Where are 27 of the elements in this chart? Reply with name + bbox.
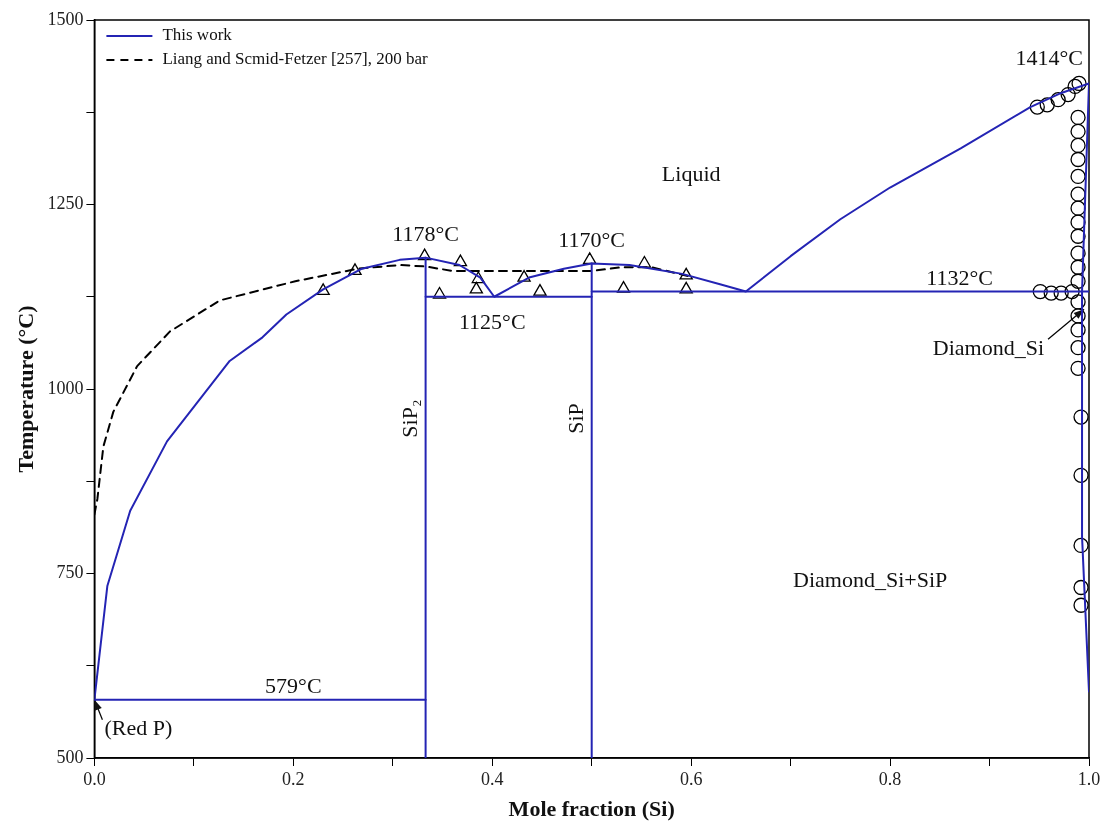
x-tick-label: 1.0	[1077, 768, 1101, 789]
y-tick-label: 1000	[47, 377, 84, 398]
annotation: Diamond_Si	[932, 335, 1045, 361]
y-tick-label: 1500	[47, 8, 84, 29]
x-tick-label: 0.6	[679, 768, 703, 789]
legend-label: This work	[162, 25, 233, 45]
x-tick-label: 0.2	[282, 768, 305, 789]
x-tick-label: 0.4	[480, 768, 504, 789]
annotation: 1132°C	[926, 265, 994, 291]
annotation: SiP₂	[397, 399, 423, 438]
annotation: 1170°C	[558, 227, 626, 253]
annotation: 1125°C	[458, 308, 526, 334]
annotation: Diamond_Si+SiP	[793, 566, 948, 592]
legend-label: Liang and Scmid-Fetzer [257], 200 bar	[162, 49, 429, 69]
y-tick-label: 750	[56, 562, 84, 583]
x-tick-label: 0.0	[83, 768, 106, 789]
annotation: 579°C	[265, 673, 322, 699]
annotation: 1414°C	[1015, 45, 1083, 71]
x-axis-title: Mole fraction (Si)	[508, 796, 675, 822]
y-axis-title: Temperature (°C)	[12, 305, 38, 473]
annotation: SiP	[563, 403, 589, 434]
annotation: Liquid	[661, 160, 721, 186]
y-tick-label: 1250	[47, 193, 84, 214]
annotation: (Red P)	[104, 715, 173, 741]
y-tick-label: 500	[56, 746, 84, 767]
x-tick-label: 0.8	[878, 768, 902, 789]
annotation: 1178°C	[392, 221, 459, 247]
